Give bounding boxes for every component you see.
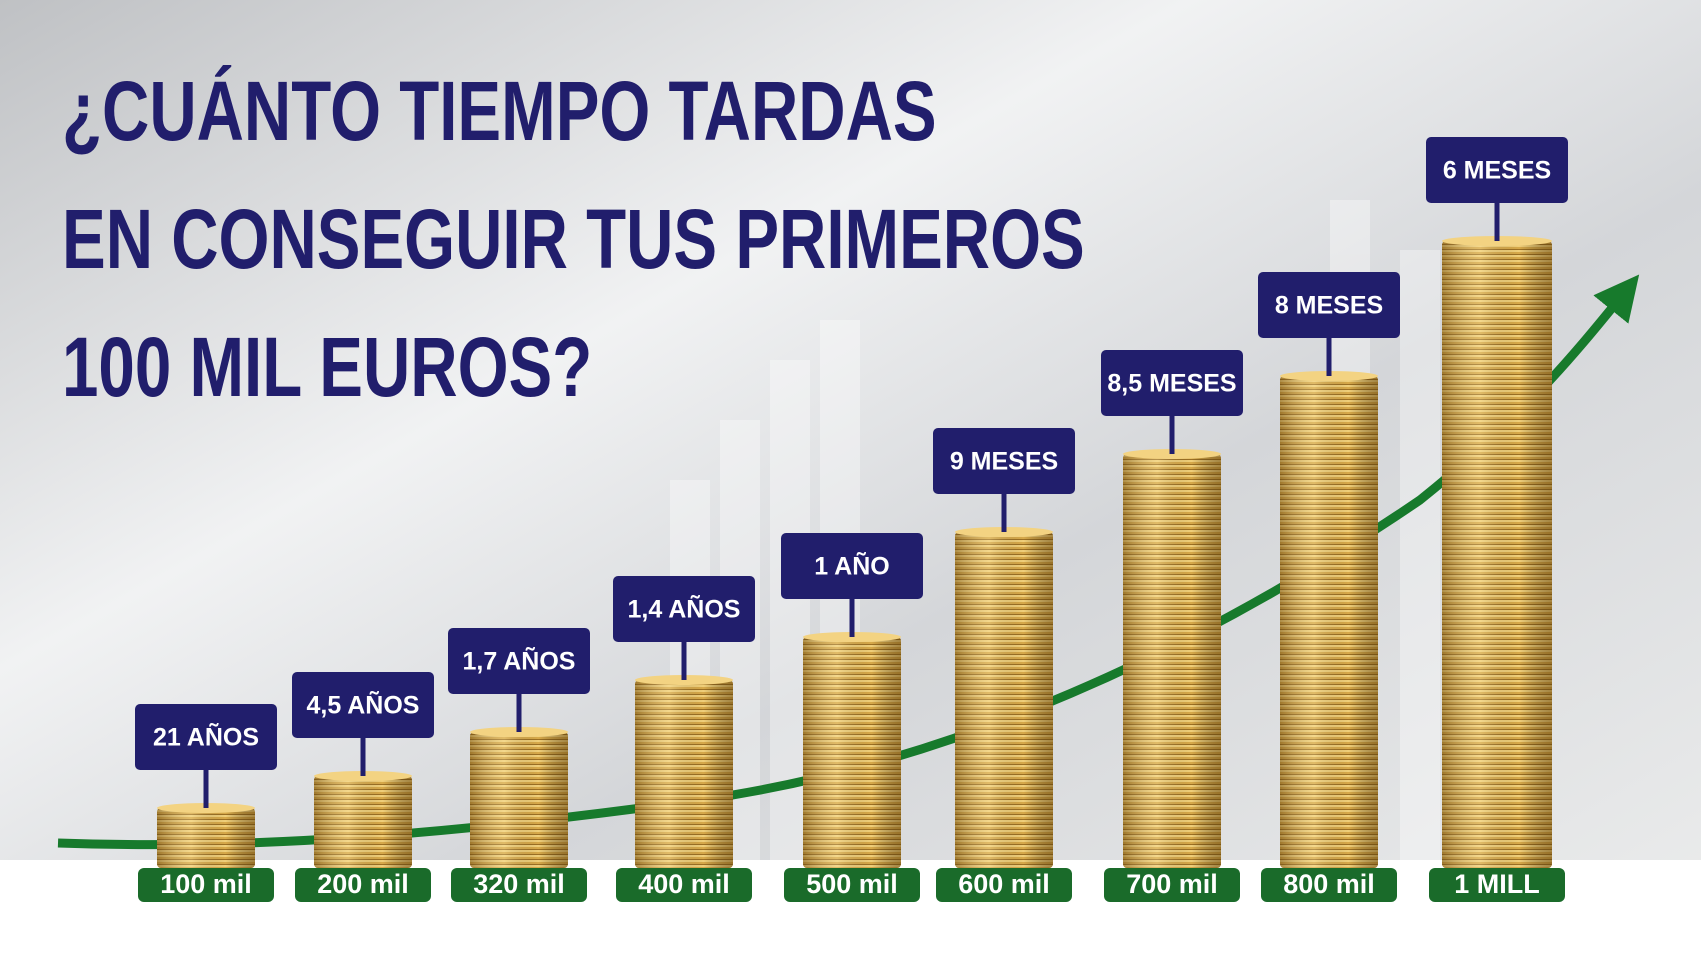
time-box <box>292 672 434 738</box>
time-box <box>933 428 1075 494</box>
time-box <box>1258 272 1400 338</box>
amount-pill <box>1429 868 1565 902</box>
time-box <box>448 628 590 694</box>
amount-label: 600 mil <box>958 869 1050 899</box>
coin-stack-shade <box>157 808 255 868</box>
title-line: EN CONSEGUIR TUS PRIMEROS <box>62 192 1085 286</box>
amount-pill <box>1104 868 1240 902</box>
coin-stack-shade <box>635 680 733 868</box>
coin-stack-shade <box>1280 376 1378 868</box>
title-line: ¿CUÁNTO TIEMPO TARDAS <box>62 64 937 158</box>
amount-pill <box>616 868 752 902</box>
time-label: 9 MESES <box>950 448 1058 476</box>
amount-pill <box>138 868 274 902</box>
coin-stack-shade <box>314 776 412 868</box>
amount-pill <box>451 868 587 902</box>
time-label: 8 MESES <box>1275 292 1383 320</box>
amount-label: 1 MILL <box>1454 869 1540 899</box>
time-box <box>1426 137 1568 203</box>
coin-stack-shade <box>955 532 1053 868</box>
time-box <box>135 704 277 770</box>
time-box <box>613 576 755 642</box>
amount-label: 200 mil <box>317 869 409 899</box>
amount-pill <box>1261 868 1397 902</box>
coin-stack-shade <box>1442 241 1552 868</box>
coin-stack-shade <box>470 732 568 868</box>
time-box <box>781 533 923 599</box>
amount-label: 400 mil <box>638 869 730 899</box>
title: ¿CUÁNTO TIEMPO TARDAS EN CONSEGUIR TUS PR… <box>62 64 1085 414</box>
amount-label: 320 mil <box>473 869 565 899</box>
time-label: 1,7 AÑOS <box>462 646 575 676</box>
amount-label: 100 mil <box>160 869 252 899</box>
time-label: 4,5 AÑOS <box>306 690 419 720</box>
coin-stack-shade <box>1123 454 1221 868</box>
amount-label: 500 mil <box>806 869 898 899</box>
amount-pill <box>295 868 431 902</box>
amount-label: 800 mil <box>1283 869 1375 899</box>
amount-pill <box>784 868 920 902</box>
time-label: 6 MESES <box>1443 157 1551 185</box>
amount-label: 700 mil <box>1126 869 1218 899</box>
amount-pill <box>936 868 1072 902</box>
time-label: 1,4 AÑOS <box>627 594 740 624</box>
title-line: 100 MIL EUROS? <box>62 320 592 414</box>
time-label: 1 AÑO <box>814 551 889 581</box>
time-label: 8,5 MESES <box>1107 370 1236 398</box>
coin-stack-shade <box>803 637 901 868</box>
steps: 21 AÑOS 100 mil 4,5 AÑOS 200 mil 1,7 AÑOS 320… <box>135 137 1568 902</box>
time-box <box>1101 350 1243 416</box>
time-label: 21 AÑOS <box>153 722 259 752</box>
